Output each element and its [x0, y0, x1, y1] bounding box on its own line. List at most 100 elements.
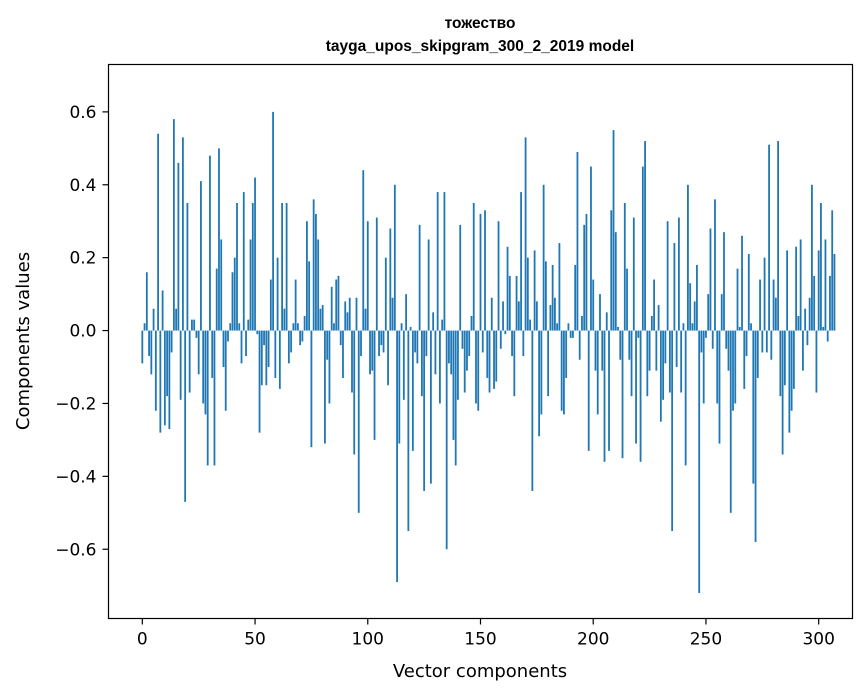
bar [461, 330, 464, 349]
y-tick-label: 0.6 [69, 103, 96, 123]
bar [738, 326, 741, 331]
bar [666, 221, 669, 331]
bar [524, 137, 527, 331]
y-tick-label: −0.4 [55, 467, 96, 487]
bar [635, 330, 637, 444]
bar [434, 330, 437, 375]
bar [540, 330, 543, 415]
bar [290, 330, 293, 353]
bar [312, 199, 315, 331]
bar [206, 330, 209, 466]
bar [499, 330, 502, 349]
bar [233, 257, 236, 331]
bar [229, 323, 232, 331]
bar [353, 330, 356, 455]
bar [281, 203, 283, 331]
bar [506, 246, 509, 331]
bar [321, 305, 324, 331]
bar [709, 228, 712, 331]
bar [648, 330, 651, 371]
bar [743, 330, 746, 389]
bar [430, 330, 432, 484]
bar [278, 330, 281, 389]
bar [197, 330, 200, 375]
bar [339, 330, 342, 346]
bar [741, 235, 743, 331]
bar [450, 330, 453, 375]
bar [714, 199, 716, 331]
bar [605, 312, 608, 331]
bar [774, 297, 777, 331]
bar [416, 330, 419, 364]
bar [650, 315, 653, 331]
bar [508, 275, 511, 331]
bar [693, 301, 696, 331]
bar [333, 323, 335, 331]
plot-frame [107, 63, 854, 620]
bar [833, 254, 836, 331]
bar [276, 257, 279, 331]
y-tick-label: 0.4 [69, 176, 96, 196]
bar [454, 330, 457, 466]
bar [786, 250, 789, 331]
bar [750, 323, 752, 331]
bar [168, 330, 171, 429]
x-tick-label: 100 [352, 630, 384, 650]
bar [795, 246, 798, 331]
bar [254, 177, 256, 331]
y-axis-ticks: −0.6 −0.4 −0.2 0.0 0.2 0.4 0.6 [55, 103, 109, 560]
bar [781, 330, 784, 455]
bar [425, 330, 428, 357]
bar [402, 330, 405, 400]
bar [549, 305, 552, 331]
bar [310, 330, 313, 448]
bar [590, 166, 592, 331]
x-tick-label: 0 [137, 630, 148, 650]
bar [369, 330, 371, 375]
bar [177, 162, 180, 331]
bar [558, 243, 561, 331]
bar [680, 330, 683, 393]
bar [145, 272, 148, 331]
bar [382, 330, 385, 353]
bar [608, 330, 610, 451]
bar [267, 330, 270, 368]
y-tick-label: −0.2 [55, 394, 96, 414]
bar [520, 192, 522, 331]
bar [502, 301, 504, 331]
x-tick-label: 250 [690, 630, 722, 650]
bar [274, 330, 277, 378]
bar [191, 319, 193, 331]
bar [617, 326, 619, 331]
bar [319, 308, 322, 331]
bar [436, 192, 439, 331]
bar [637, 330, 640, 338]
bar [488, 330, 491, 393]
bar [811, 184, 813, 331]
bar [326, 330, 329, 360]
bar [702, 330, 705, 404]
bar [777, 141, 779, 331]
bar [384, 257, 387, 331]
bar [148, 330, 150, 357]
bar [463, 330, 466, 393]
bar [371, 330, 374, 371]
chart-title: тожество [445, 15, 516, 32]
bar [242, 192, 245, 331]
bar [653, 279, 655, 331]
bar [317, 239, 320, 331]
bar [691, 323, 694, 331]
bar [283, 308, 286, 331]
bar [736, 268, 739, 331]
bar [152, 308, 155, 331]
bar [765, 330, 768, 353]
bar [296, 323, 299, 331]
bar [396, 330, 398, 583]
y-tick-label: −0.6 [55, 540, 96, 560]
bar [567, 323, 570, 331]
bar [224, 330, 227, 411]
bar [439, 330, 441, 404]
bar [184, 330, 187, 502]
bar [324, 330, 326, 444]
bar [662, 330, 665, 400]
